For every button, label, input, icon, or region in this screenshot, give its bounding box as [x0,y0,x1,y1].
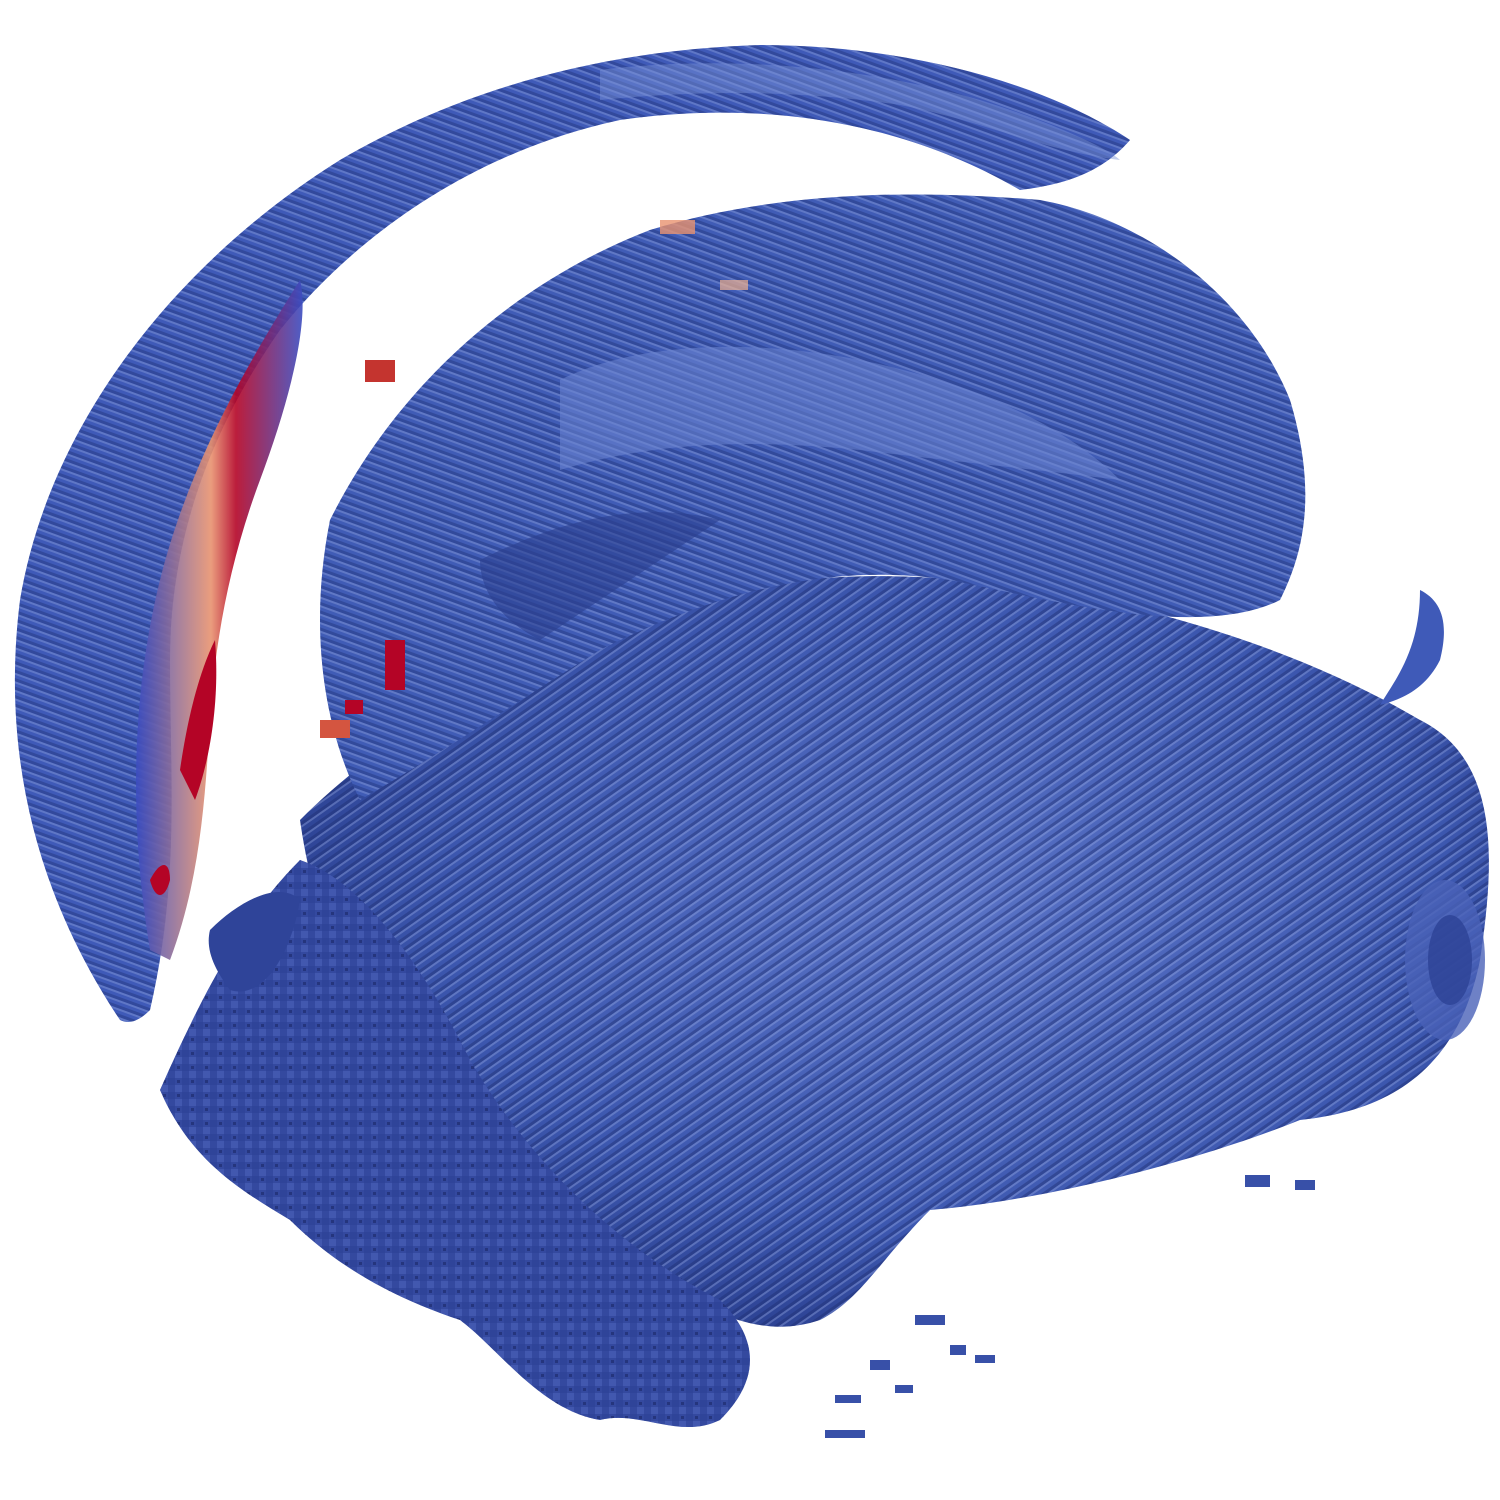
right-hook-fragment [1380,590,1444,705]
debris-cluster-lower-left [160,860,750,1428]
bottom-fragments [825,1175,1315,1438]
upper-middle-mass [320,194,1306,800]
outer-shell-arc [14,45,1130,1022]
warm-band-left [136,280,303,960]
red-spots [320,220,748,738]
main-body-region [300,576,1489,1327]
